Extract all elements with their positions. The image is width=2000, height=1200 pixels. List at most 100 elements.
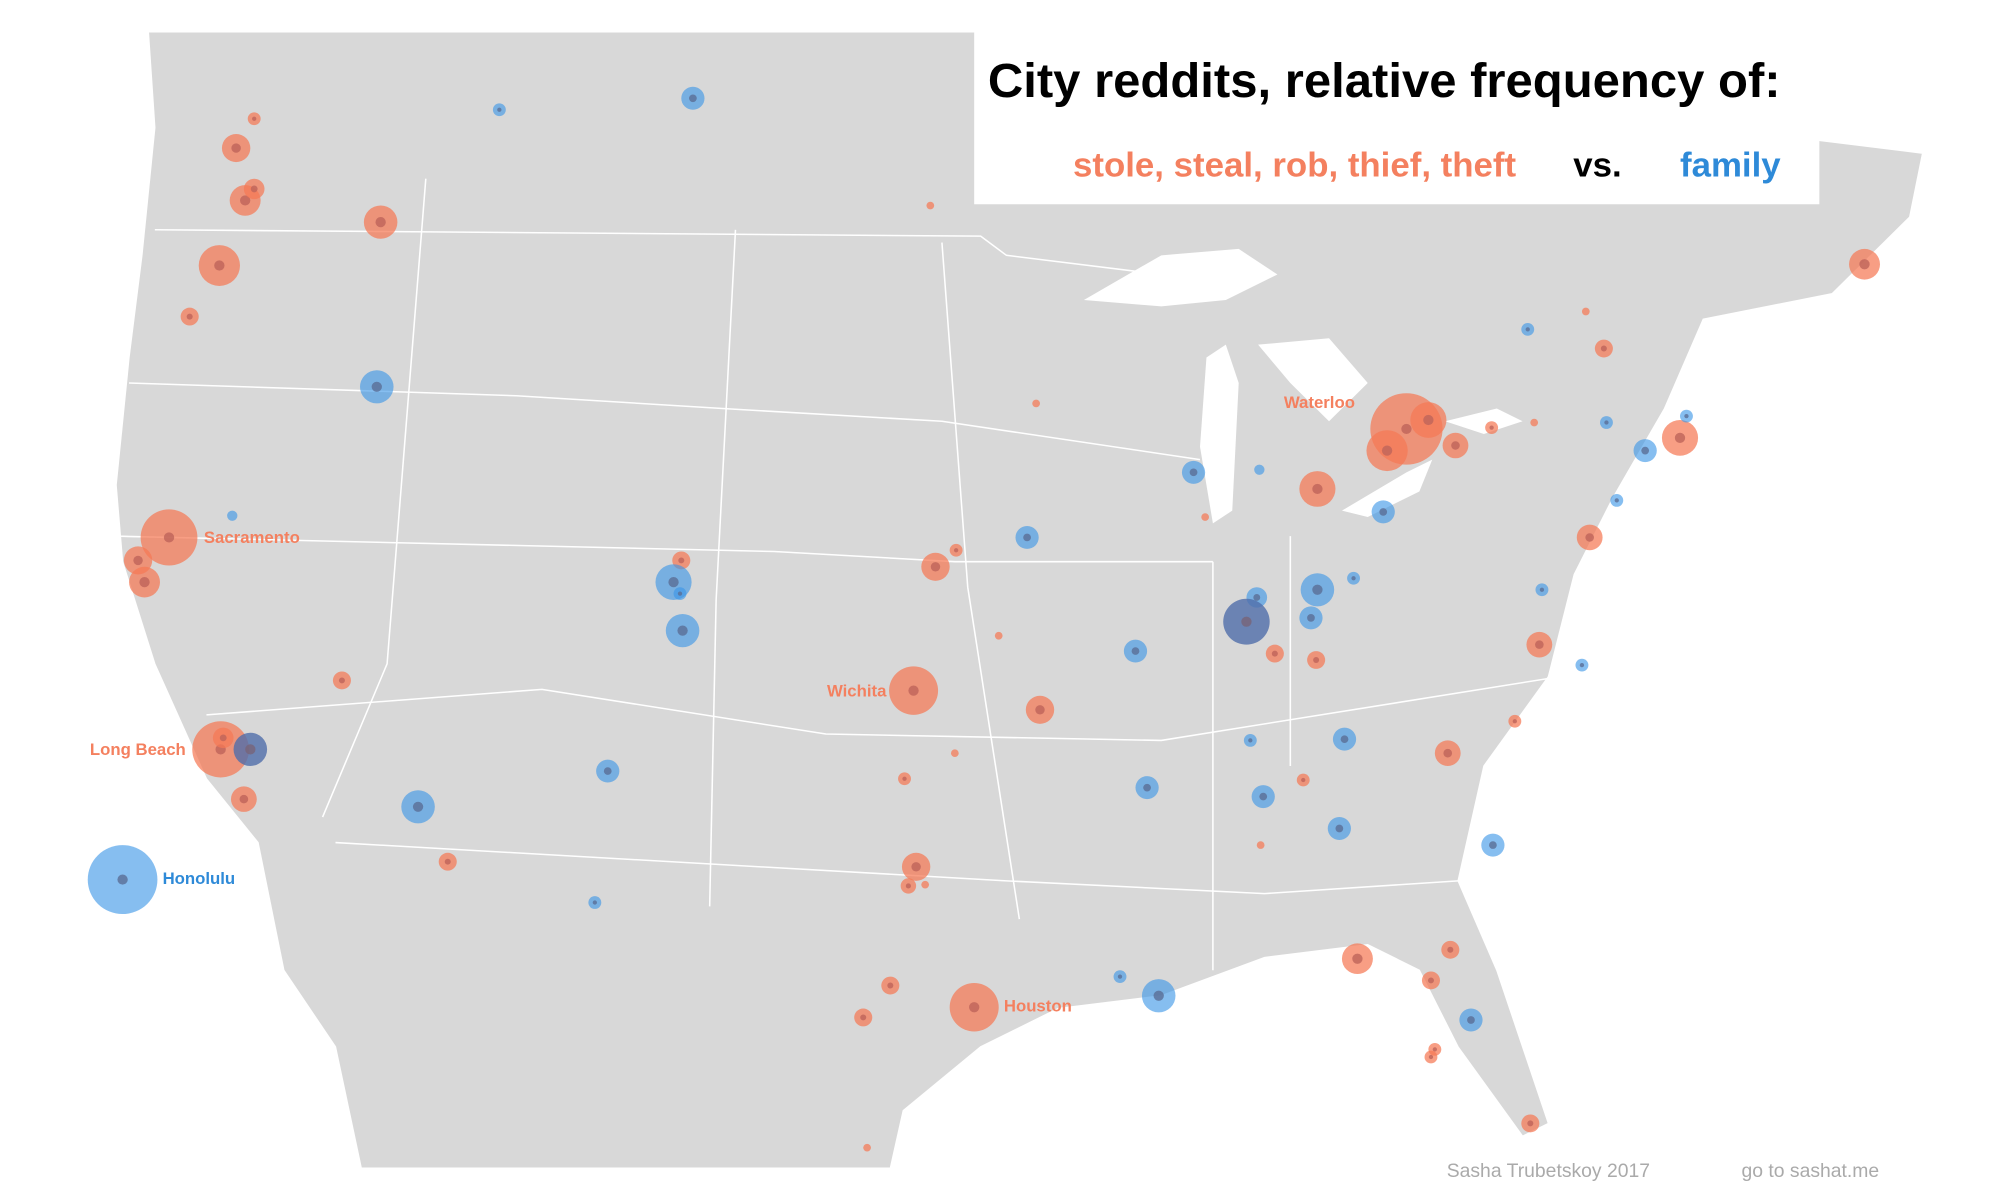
city-dot xyxy=(1684,414,1689,419)
credit: Sasha Trubetskoy 2017 xyxy=(1447,1161,1650,1182)
city-dot xyxy=(1432,1047,1437,1052)
city-dot xyxy=(1428,1054,1434,1060)
city-bubble xyxy=(950,749,959,758)
legend-family: family xyxy=(1680,147,1781,185)
city-dot xyxy=(1585,533,1594,542)
city-label: Waterloo xyxy=(1284,393,1355,412)
city-dot xyxy=(677,625,688,636)
city-dot xyxy=(412,801,424,812)
city-bubble xyxy=(1254,464,1265,475)
city-bubble xyxy=(1201,513,1210,521)
city-dot xyxy=(1427,977,1434,984)
title-box xyxy=(974,31,1820,205)
city-dot xyxy=(214,260,225,271)
city-bubble xyxy=(863,1143,871,1152)
city-dot xyxy=(603,767,612,775)
city-bubble xyxy=(994,631,1003,640)
city-dot xyxy=(689,94,697,103)
city-dot xyxy=(497,107,502,112)
city-label: Sacramento xyxy=(204,528,300,547)
city-dot xyxy=(1259,792,1268,801)
city-dot xyxy=(1241,616,1252,627)
link[interactable]: go to sashat.me xyxy=(1741,1161,1879,1182)
city-label: Houston xyxy=(1004,997,1072,1016)
city-dot xyxy=(1023,533,1031,542)
city-dot xyxy=(1131,647,1140,655)
city-label: Honolulu xyxy=(163,869,236,888)
city-dot xyxy=(1489,841,1497,849)
city-dot xyxy=(902,776,907,781)
city-dot xyxy=(1859,259,1870,270)
city-dot xyxy=(1489,425,1494,430)
city-dot xyxy=(163,532,175,543)
city-dot xyxy=(338,677,345,684)
city-dot xyxy=(887,982,894,989)
city-dot xyxy=(1153,990,1164,1001)
city-dot xyxy=(133,555,143,566)
city-dot xyxy=(240,195,251,206)
city-dot xyxy=(1579,662,1585,668)
city-labels: Waterloo Sacramento Wichita Long Beach Honol… xyxy=(90,393,1355,1016)
city-dot xyxy=(1535,640,1544,649)
city-dot xyxy=(219,734,227,742)
city-dot xyxy=(444,858,451,865)
title: City reddits, relative frequency of: xyxy=(988,54,1781,108)
city-dot xyxy=(1604,420,1609,425)
city-dot xyxy=(1614,498,1619,503)
city-dot xyxy=(905,883,911,889)
legend-vs: vs. xyxy=(1573,147,1621,185)
city-dot xyxy=(1423,414,1434,426)
city-dot xyxy=(1340,735,1349,743)
city-dot xyxy=(1313,657,1320,663)
city-dot xyxy=(250,185,258,193)
city-dot xyxy=(1379,508,1388,516)
city-dot xyxy=(1467,1016,1475,1024)
city-dot xyxy=(1539,587,1545,592)
city-dot xyxy=(1381,445,1393,456)
city-bubble xyxy=(1581,307,1590,316)
land xyxy=(115,31,1924,1169)
city-bubble xyxy=(926,201,935,210)
city-dot xyxy=(668,577,679,588)
city-label: Long Beach xyxy=(90,740,186,759)
city-dot xyxy=(1447,946,1454,953)
city-dot xyxy=(1117,974,1123,979)
city-dot xyxy=(1600,345,1607,352)
city-dot xyxy=(1253,594,1261,601)
city-dot xyxy=(245,744,256,755)
city-dot xyxy=(930,562,941,572)
city-dot xyxy=(1674,432,1686,443)
city-dot xyxy=(371,381,382,392)
city-dot xyxy=(1312,483,1323,495)
city-dot xyxy=(1443,748,1453,758)
city-dot xyxy=(1312,584,1323,595)
city-bubble xyxy=(1256,841,1265,849)
city-dot xyxy=(860,1014,867,1021)
city-dot xyxy=(678,557,685,564)
city-dot xyxy=(1035,705,1045,715)
great-lakes xyxy=(1083,248,1523,524)
city-dot xyxy=(1512,719,1517,724)
city-dot xyxy=(231,143,241,153)
city-bubble xyxy=(1032,399,1040,408)
legend-theft: stole, steal, rob, thief, theft xyxy=(1073,147,1517,185)
city-dot xyxy=(117,874,128,885)
city-dot xyxy=(1271,650,1278,657)
city-dot xyxy=(953,548,959,553)
city-dot xyxy=(911,862,921,872)
city-dot xyxy=(139,577,150,588)
city-dot xyxy=(1335,824,1344,833)
city-dot xyxy=(1189,468,1198,477)
city-dot xyxy=(1301,777,1306,783)
city-dot xyxy=(592,900,597,905)
city-dot xyxy=(375,217,386,228)
city-bubble xyxy=(227,510,238,521)
city-dot xyxy=(908,685,919,696)
city-label: Wichita xyxy=(827,681,887,700)
city-dot xyxy=(239,794,249,804)
city-dot xyxy=(1307,614,1315,622)
city-dot xyxy=(1248,738,1253,743)
city-dot xyxy=(1351,576,1356,581)
city-dot xyxy=(1352,953,1363,964)
